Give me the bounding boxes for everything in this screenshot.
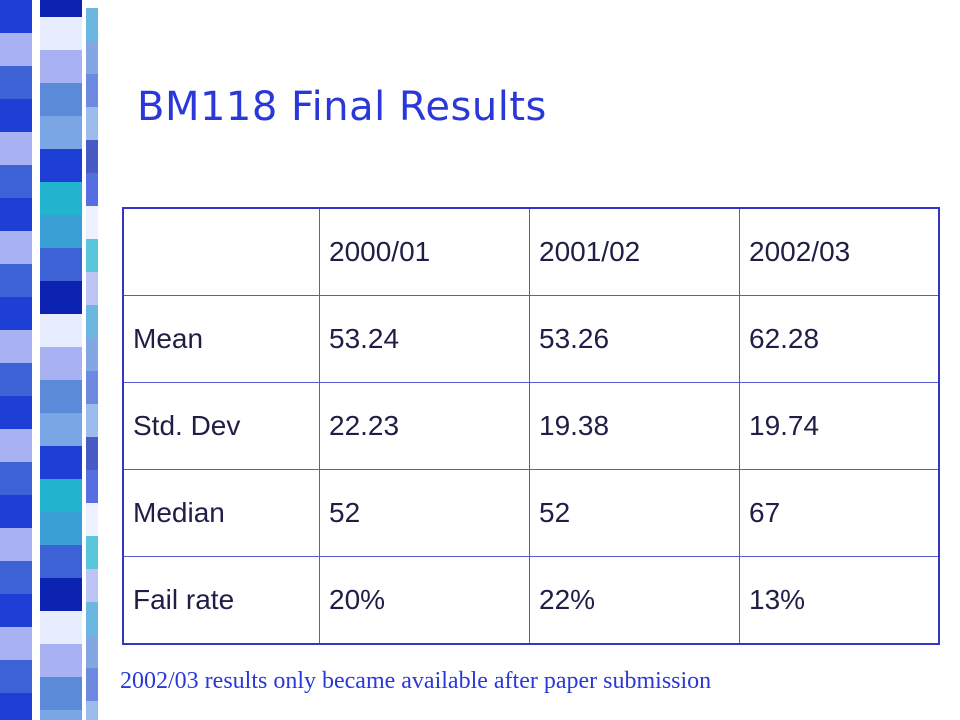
row-label: Fail rate [123, 556, 320, 644]
strip-block [0, 231, 32, 264]
table-cell: 22% [529, 556, 740, 644]
strip-block [86, 602, 98, 635]
strip-block [40, 182, 82, 215]
strip-block [40, 380, 82, 413]
strip-block [0, 561, 32, 594]
strip-block [0, 660, 32, 693]
strip-block [0, 132, 32, 165]
strip-block [0, 264, 32, 297]
strip-block [0, 462, 32, 495]
strip-block [0, 297, 32, 330]
slide-title: BM118 Final Results [137, 84, 547, 130]
strip-block [40, 314, 82, 347]
table-cell: 53.24 [319, 295, 530, 383]
strip-block [40, 710, 82, 720]
strip-block [0, 0, 32, 33]
strip-block [86, 668, 98, 701]
strip-block [86, 206, 98, 239]
strip-block [40, 116, 82, 149]
strip-block [40, 545, 82, 578]
strip-block [40, 0, 82, 17]
strip-block [0, 330, 32, 363]
strip-block [40, 578, 82, 611]
strip-block [40, 611, 82, 644]
strip-block [40, 17, 82, 50]
strip-block [40, 50, 82, 83]
table-corner-cell [123, 208, 320, 296]
strip-block [86, 338, 98, 371]
strip-block [86, 272, 98, 305]
table-row: Std. Dev 22.23 19.38 19.74 [123, 382, 939, 470]
table-cell: 20% [319, 556, 530, 644]
table-cell: 52 [529, 469, 740, 557]
strip-block [0, 99, 32, 132]
table-row: Median 52 52 67 [123, 469, 939, 557]
table-cell: 67 [739, 469, 939, 557]
strip-block [0, 396, 32, 429]
strip-block [40, 479, 82, 512]
strip-block [0, 198, 32, 231]
strip-block [86, 107, 98, 140]
strip-block [86, 74, 98, 107]
strip-block [86, 569, 98, 602]
strip-block [40, 347, 82, 380]
strip-block [40, 644, 82, 677]
strip-block [86, 404, 98, 437]
decorative-side-strip [0, 0, 110, 720]
strip-block [0, 495, 32, 528]
results-table: 2000/01 2001/02 2002/03 Mean 53.24 53.26… [122, 207, 940, 645]
strip-block [0, 33, 32, 66]
strip-block [0, 594, 32, 627]
strip-block [0, 429, 32, 462]
strip-block [40, 413, 82, 446]
strip-block [86, 8, 98, 41]
strip-block [0, 528, 32, 561]
strip-block [40, 512, 82, 545]
strip-block [86, 140, 98, 173]
table-cell: 53.26 [529, 295, 740, 383]
strip-block [86, 701, 98, 720]
strip-block [0, 165, 32, 198]
column-header-2002-03: 2002/03 [739, 208, 939, 296]
strip-block [40, 215, 82, 248]
table-cell: 13% [739, 556, 939, 644]
table-row: Mean 53.24 53.26 62.28 [123, 295, 939, 383]
table-header-row: 2000/01 2001/02 2002/03 [123, 208, 939, 296]
strip-block [0, 363, 32, 396]
table-cell: 52 [319, 469, 530, 557]
row-label: Mean [123, 295, 320, 383]
strip-block [0, 627, 32, 660]
strip-block [86, 371, 98, 404]
strip-block [40, 446, 82, 479]
strip-block [86, 470, 98, 503]
strip-block [40, 149, 82, 182]
table-cell: 19.38 [529, 382, 740, 470]
strip-block [0, 66, 32, 99]
strip-block [86, 305, 98, 338]
strip-block [40, 83, 82, 116]
strip-block [40, 281, 82, 314]
table-cell: 22.23 [319, 382, 530, 470]
row-label: Std. Dev [123, 382, 320, 470]
column-header-2000-01: 2000/01 [319, 208, 530, 296]
strip-block [86, 437, 98, 470]
strip-block [0, 693, 32, 720]
table-cell: 62.28 [739, 295, 939, 383]
strip-block [86, 635, 98, 668]
strip-block [86, 239, 98, 272]
strip-block [86, 173, 98, 206]
side-strip-graphic [0, 0, 98, 720]
footnote: 2002/03 results only became available af… [120, 668, 712, 694]
table-row: Fail rate 20% 22% 13% [123, 556, 939, 644]
strip-block [86, 503, 98, 536]
strip-block [86, 536, 98, 569]
column-header-2001-02: 2001/02 [529, 208, 740, 296]
table-cell: 19.74 [739, 382, 939, 470]
row-label: Median [123, 469, 320, 557]
strip-block [86, 41, 98, 74]
strip-block [40, 677, 82, 710]
strip-block [40, 248, 82, 281]
